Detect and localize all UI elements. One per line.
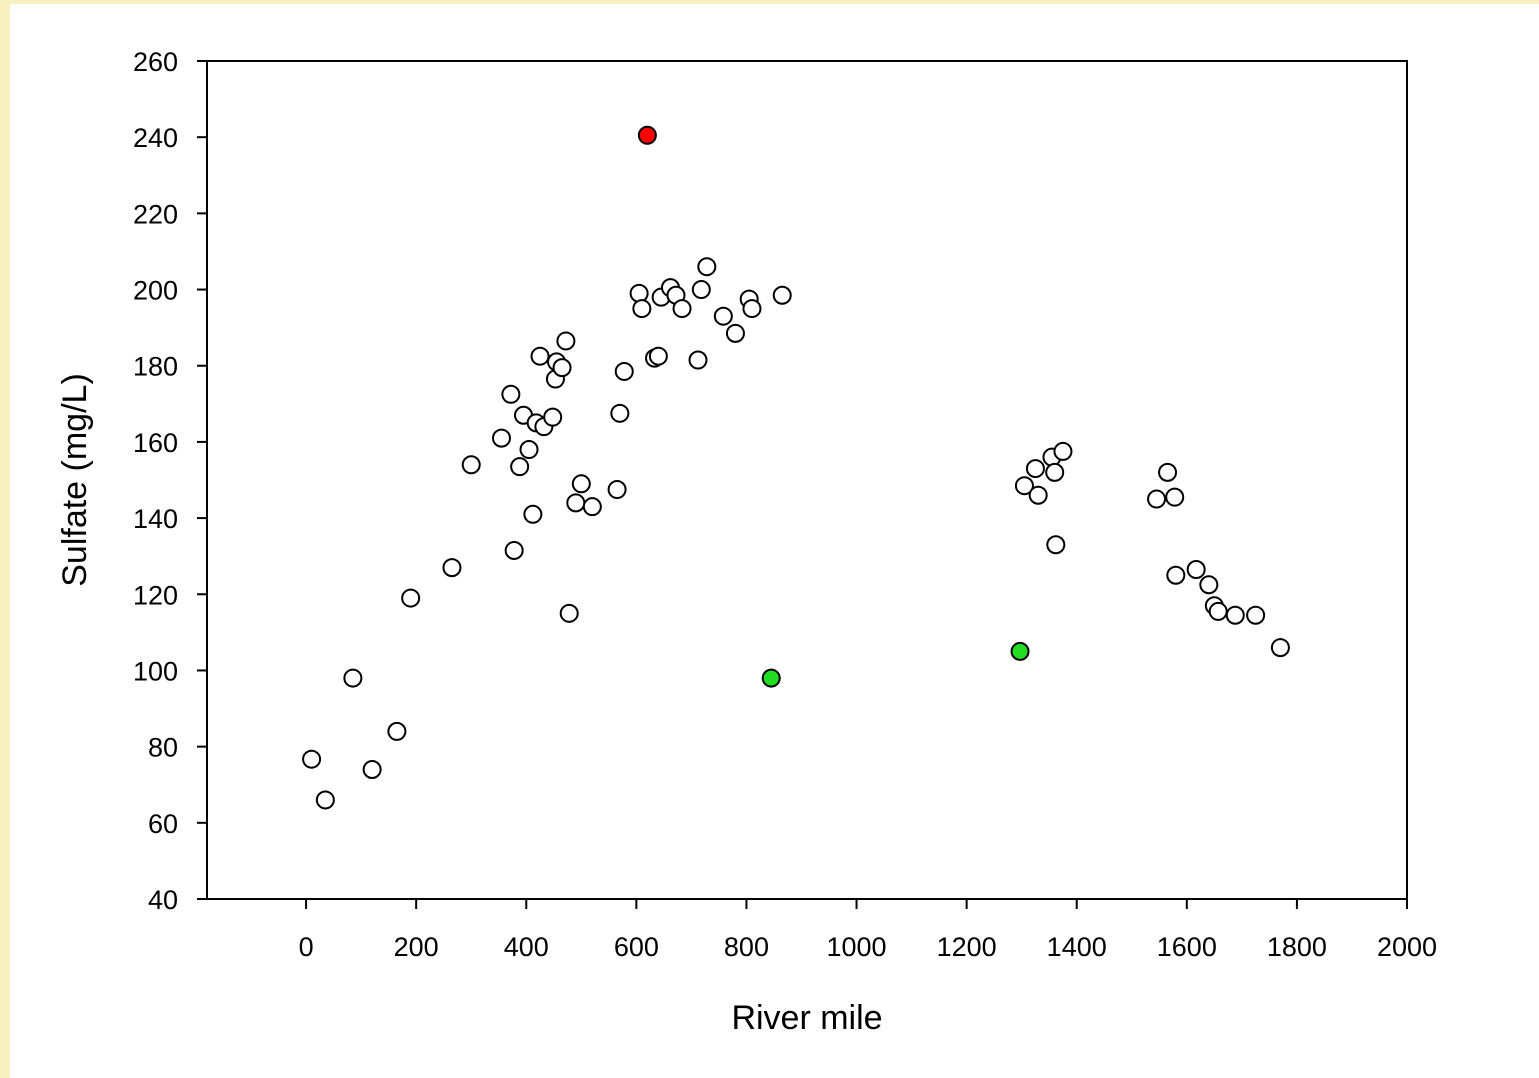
data-point xyxy=(504,540,524,560)
x-tick-label: 800 xyxy=(724,932,769,962)
x-axis-title: River mile xyxy=(731,999,882,1037)
data-point xyxy=(1165,487,1185,507)
data-point xyxy=(501,384,521,404)
data-point xyxy=(523,504,543,524)
data-point xyxy=(1028,485,1048,505)
data-point xyxy=(632,299,652,319)
data-point xyxy=(648,346,668,366)
data-point xyxy=(629,283,649,303)
data-point xyxy=(442,558,462,578)
data-point-green xyxy=(761,668,781,688)
data-point xyxy=(571,474,591,494)
x-tick-label: 1800 xyxy=(1267,932,1327,962)
data-point xyxy=(491,428,511,448)
y-tick-label: 240 xyxy=(133,123,178,153)
x-tick-label: 2000 xyxy=(1377,932,1437,962)
plot-frame xyxy=(206,60,1408,900)
data-point xyxy=(362,759,382,779)
data-point xyxy=(461,455,481,475)
data-point-green xyxy=(1010,641,1030,661)
data-point xyxy=(725,323,745,343)
data-point-red xyxy=(637,125,657,145)
data-point xyxy=(610,403,630,423)
y-tick-label: 80 xyxy=(148,733,178,763)
y-tick-label: 260 xyxy=(133,47,178,77)
x-tick-label: 1400 xyxy=(1047,932,1107,962)
data-point xyxy=(697,257,717,277)
data-point xyxy=(566,493,586,513)
data-point xyxy=(1147,489,1167,509)
data-point xyxy=(1225,605,1245,625)
data-point xyxy=(530,346,550,366)
y-tick-label: 100 xyxy=(133,656,178,686)
data-point xyxy=(401,588,421,608)
x-axis-ticks: 0 200 400 600 800 1000 1200 1400 1600 1800 2000 xyxy=(299,899,1437,962)
data-point xyxy=(1046,535,1066,555)
y-tick-label: 200 xyxy=(133,276,178,306)
data-point xyxy=(559,603,579,623)
y-tick-label: 140 xyxy=(133,504,178,534)
data-point xyxy=(552,358,572,378)
data-point xyxy=(672,299,692,319)
y-axis-title: Sulfate (mg/L) xyxy=(56,373,94,587)
data-point xyxy=(713,306,733,326)
x-tick-label: 1200 xyxy=(937,932,997,962)
data-point xyxy=(1208,601,1228,621)
x-tick-label: 1600 xyxy=(1157,932,1217,962)
x-tick-label: 1000 xyxy=(827,932,887,962)
data-point xyxy=(772,285,792,305)
data-point xyxy=(1270,638,1290,658)
y-tick-label: 60 xyxy=(148,809,178,839)
y-tick-label: 160 xyxy=(133,428,178,458)
data-point xyxy=(1053,441,1073,461)
data-point xyxy=(614,361,634,381)
data-point xyxy=(742,299,762,319)
data-point xyxy=(543,407,563,427)
chart-figure: 0 200 400 600 800 1000 1200 1400 1600 1800 2000 40… xyxy=(10,4,1539,1078)
y-axis-ticks: 40 60 80 100 120 140 160 180 200 220 240 260 xyxy=(133,47,207,915)
data-point xyxy=(1045,462,1065,482)
y-tick-label: 120 xyxy=(133,580,178,610)
data-point xyxy=(519,440,539,460)
data-point xyxy=(1186,560,1206,580)
y-tick-label: 40 xyxy=(148,885,178,915)
y-tick-label: 220 xyxy=(133,199,178,229)
data-point xyxy=(387,721,407,741)
data-point xyxy=(510,457,530,477)
data-point xyxy=(556,331,576,351)
data-point xyxy=(343,668,363,688)
x-tick-label: 600 xyxy=(614,932,659,962)
data-point xyxy=(1025,459,1045,479)
data-point xyxy=(607,480,627,500)
data-point xyxy=(691,280,711,300)
y-tick-label: 180 xyxy=(133,352,178,382)
x-tick-label: 400 xyxy=(504,932,549,962)
data-point xyxy=(302,749,322,769)
data-point xyxy=(1158,462,1178,482)
data-point xyxy=(688,350,708,370)
data-points xyxy=(302,125,1290,810)
data-point xyxy=(1246,605,1266,625)
data-point xyxy=(1014,476,1034,496)
data-point xyxy=(1166,565,1186,585)
data-point xyxy=(1199,575,1219,595)
data-point xyxy=(582,497,602,517)
data-point xyxy=(315,790,335,810)
x-tick-label: 0 xyxy=(299,932,314,962)
scatter-chart: 0 200 400 600 800 1000 1200 1400 1600 1800 2000 40… xyxy=(56,47,1437,1037)
x-tick-label: 200 xyxy=(394,932,439,962)
